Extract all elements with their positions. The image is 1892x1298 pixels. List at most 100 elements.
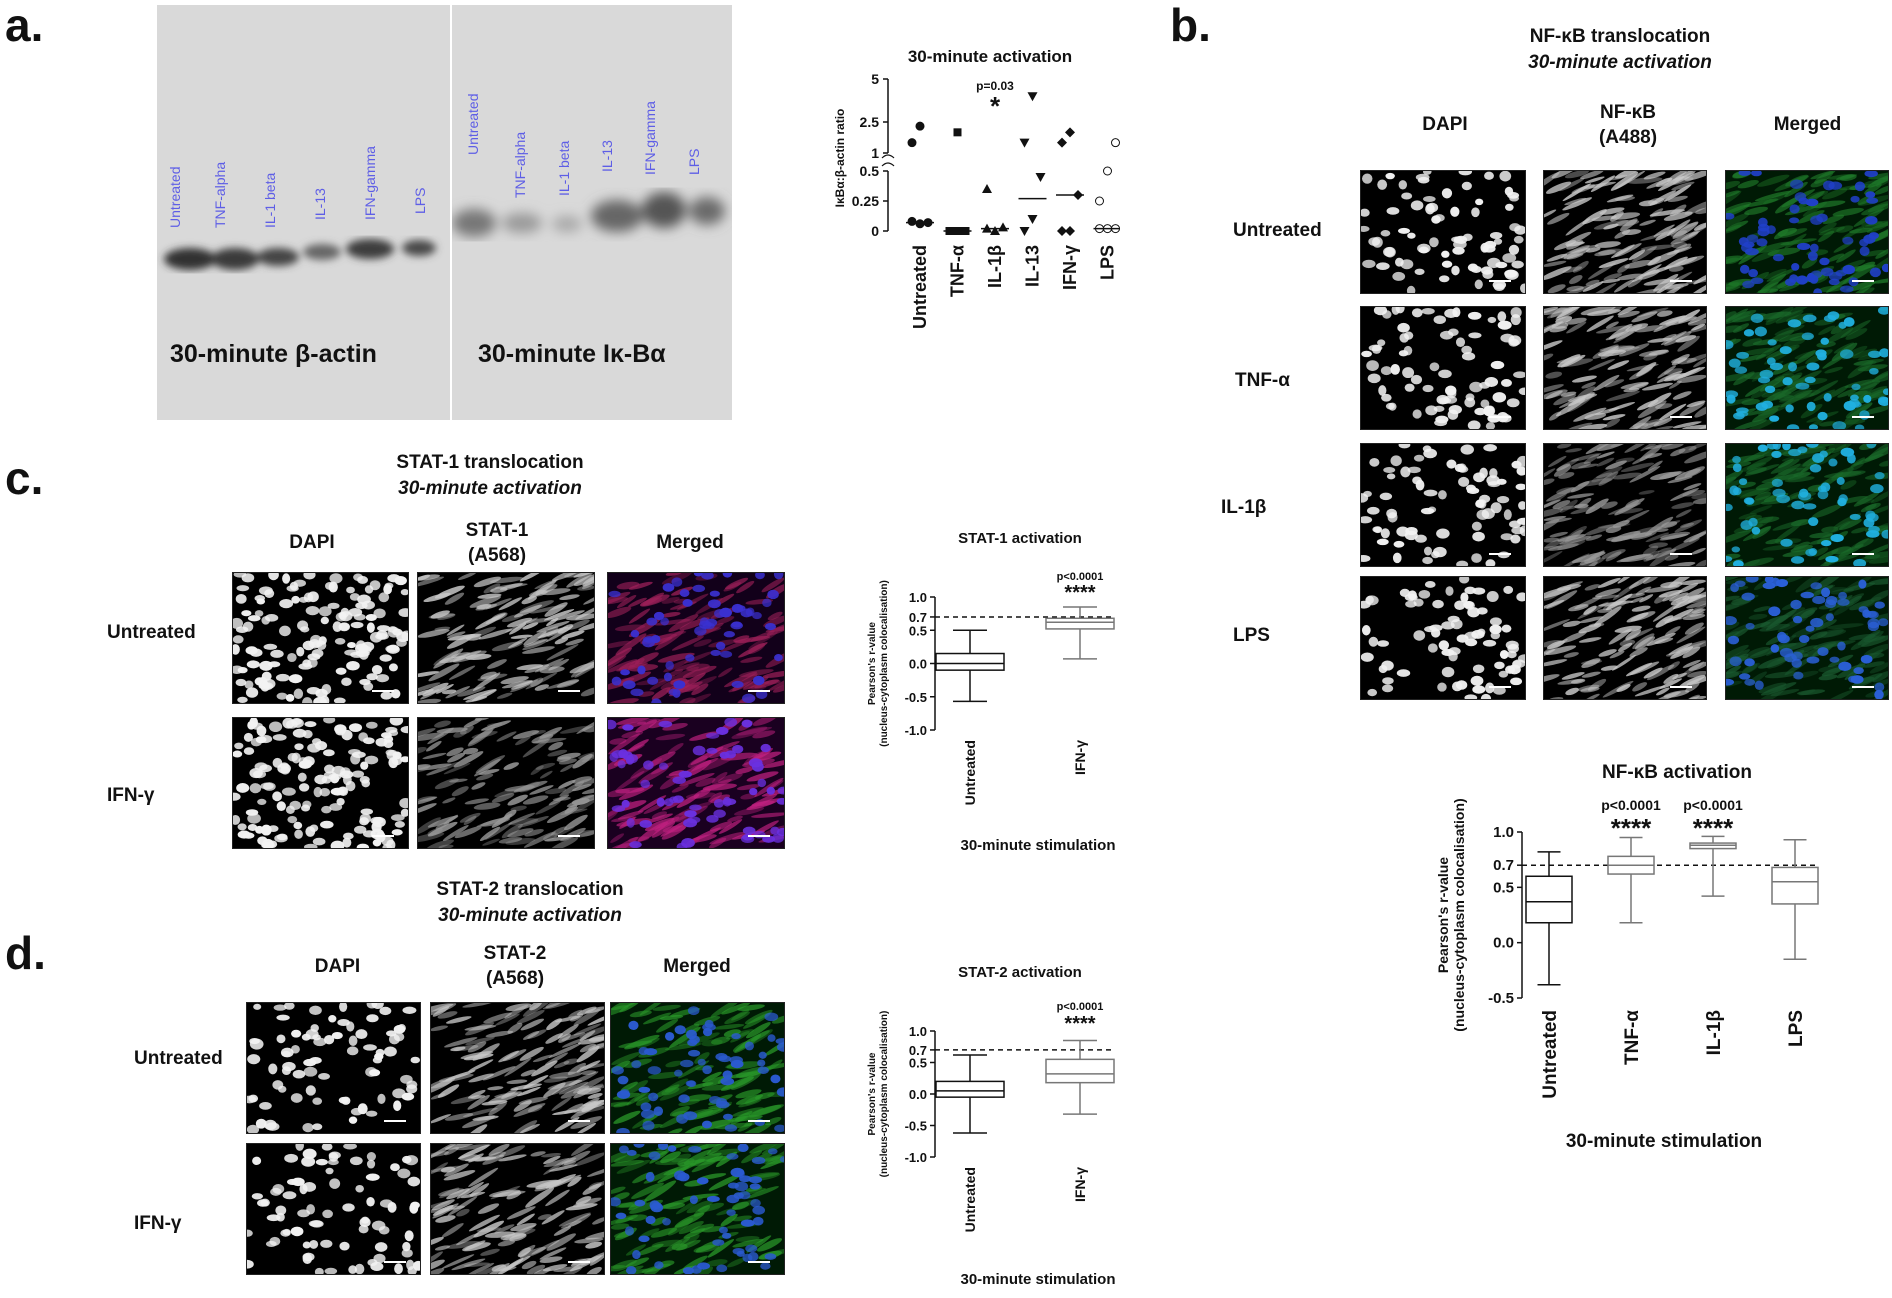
cell-fibre	[529, 1003, 543, 1011]
nucleus	[1516, 455, 1525, 467]
cell-fibre	[1667, 661, 1680, 671]
cell-fibre	[715, 616, 735, 625]
nucleus	[1429, 237, 1439, 248]
cell-fibre	[654, 629, 685, 651]
micro-b-il1b-merged	[1725, 443, 1889, 567]
cell-fibre	[746, 1186, 779, 1199]
y-tick-label: 0	[871, 223, 879, 239]
cell-fibre	[1764, 268, 1787, 280]
nucleus	[1874, 682, 1885, 692]
cell-fibre	[437, 1011, 458, 1019]
nucleus	[684, 810, 697, 818]
nucleus	[390, 1163, 400, 1172]
nucleus	[697, 1058, 706, 1066]
cell-fibre	[566, 613, 594, 621]
nucleus	[380, 691, 393, 700]
cell-fibre	[460, 1191, 486, 1199]
nucleus	[276, 1014, 290, 1021]
y-tick-label: -0.5	[905, 690, 927, 705]
cell-fibre	[1599, 345, 1635, 352]
cell-fibre	[735, 767, 754, 774]
nucleus	[1385, 172, 1395, 180]
cell-fibre	[1688, 661, 1706, 671]
data-point	[907, 216, 917, 226]
cell-fibre	[570, 659, 594, 678]
nucleus	[1726, 340, 1734, 350]
p-value-label: p<0.0001	[1601, 797, 1661, 813]
cell-fibre	[1594, 249, 1616, 257]
nucleus	[348, 1265, 358, 1274]
nucleus	[302, 1148, 317, 1160]
nucleus	[723, 631, 735, 638]
nucleus	[687, 1039, 698, 1047]
nucleus	[1472, 531, 1485, 542]
nucleus	[390, 814, 405, 821]
cell-fibre	[1553, 465, 1572, 477]
box-iqr	[1771, 866, 1819, 905]
cell-fibre	[581, 1070, 597, 1076]
nucleus	[305, 826, 316, 837]
chart-title: STAT-2 activation	[958, 964, 1082, 981]
cell-fibre	[1851, 527, 1868, 534]
nucleus	[388, 663, 398, 672]
cell-fibre	[468, 1167, 499, 1188]
nucleus	[352, 770, 365, 778]
cell-fibre	[1593, 374, 1620, 392]
nucleus	[1809, 275, 1819, 284]
nucleus	[1483, 444, 1497, 452]
cell-fibre	[1562, 197, 1593, 211]
y-tick-label: 0.0	[909, 1087, 927, 1102]
cell-fibre	[1547, 543, 1579, 551]
cell-fibre	[674, 662, 700, 672]
cell-fibre	[1615, 457, 1635, 464]
cell-fibre	[1581, 381, 1596, 389]
scale-bar	[568, 1261, 590, 1263]
cell-fibre	[1544, 586, 1572, 599]
nucleus	[1446, 459, 1457, 469]
significance-stars: ****	[1611, 813, 1652, 843]
box-iqr	[1525, 875, 1573, 924]
x-category-label: Untreated	[1540, 1010, 1561, 1099]
cell-fibre	[435, 684, 454, 694]
cell-fibre	[1691, 492, 1706, 500]
cell-fibre	[1665, 373, 1682, 380]
x-category-text: IL-1β	[1704, 1010, 1725, 1055]
cell-fibre	[435, 1215, 456, 1223]
nucleus	[375, 737, 388, 747]
cell-fibre	[1685, 681, 1700, 693]
nucleus	[394, 1263, 403, 1274]
cell-fibre	[1656, 520, 1681, 530]
nucleus	[737, 1144, 749, 1153]
cell-fibre	[1601, 501, 1618, 509]
cell-fibre	[431, 1236, 444, 1247]
cell-fibre	[1656, 310, 1673, 317]
nucleus	[329, 803, 343, 811]
nucleus	[702, 1065, 712, 1075]
cell-fibre	[525, 1187, 555, 1208]
nucleus	[1866, 513, 1879, 522]
cell-fibre	[757, 1238, 783, 1252]
nucleus	[258, 586, 273, 596]
points-IFN-γ	[1056, 127, 1084, 236]
nucleus	[1735, 407, 1749, 414]
cell-fibre	[736, 580, 755, 594]
cell-fibre	[577, 585, 594, 591]
nucleus	[1467, 420, 1481, 429]
nucleus	[246, 660, 260, 669]
nucleus	[664, 1032, 675, 1041]
cell-fibre	[679, 1234, 700, 1247]
cell-fibre	[636, 718, 661, 725]
cell-fibre	[749, 1144, 781, 1154]
nucleus	[1361, 652, 1374, 662]
nucleus	[1728, 358, 1741, 368]
x-category-label: IL-1β	[1704, 1010, 1725, 1055]
nucleus	[1754, 326, 1767, 337]
nucleus	[736, 1169, 745, 1179]
cell-fibre	[1857, 364, 1888, 372]
cell-fibre	[625, 1257, 650, 1268]
cell-fibre	[698, 1266, 713, 1274]
nucleus	[702, 1027, 713, 1037]
nucleus	[377, 1093, 386, 1104]
cell-fibre	[637, 821, 668, 842]
nucleus	[365, 721, 378, 729]
